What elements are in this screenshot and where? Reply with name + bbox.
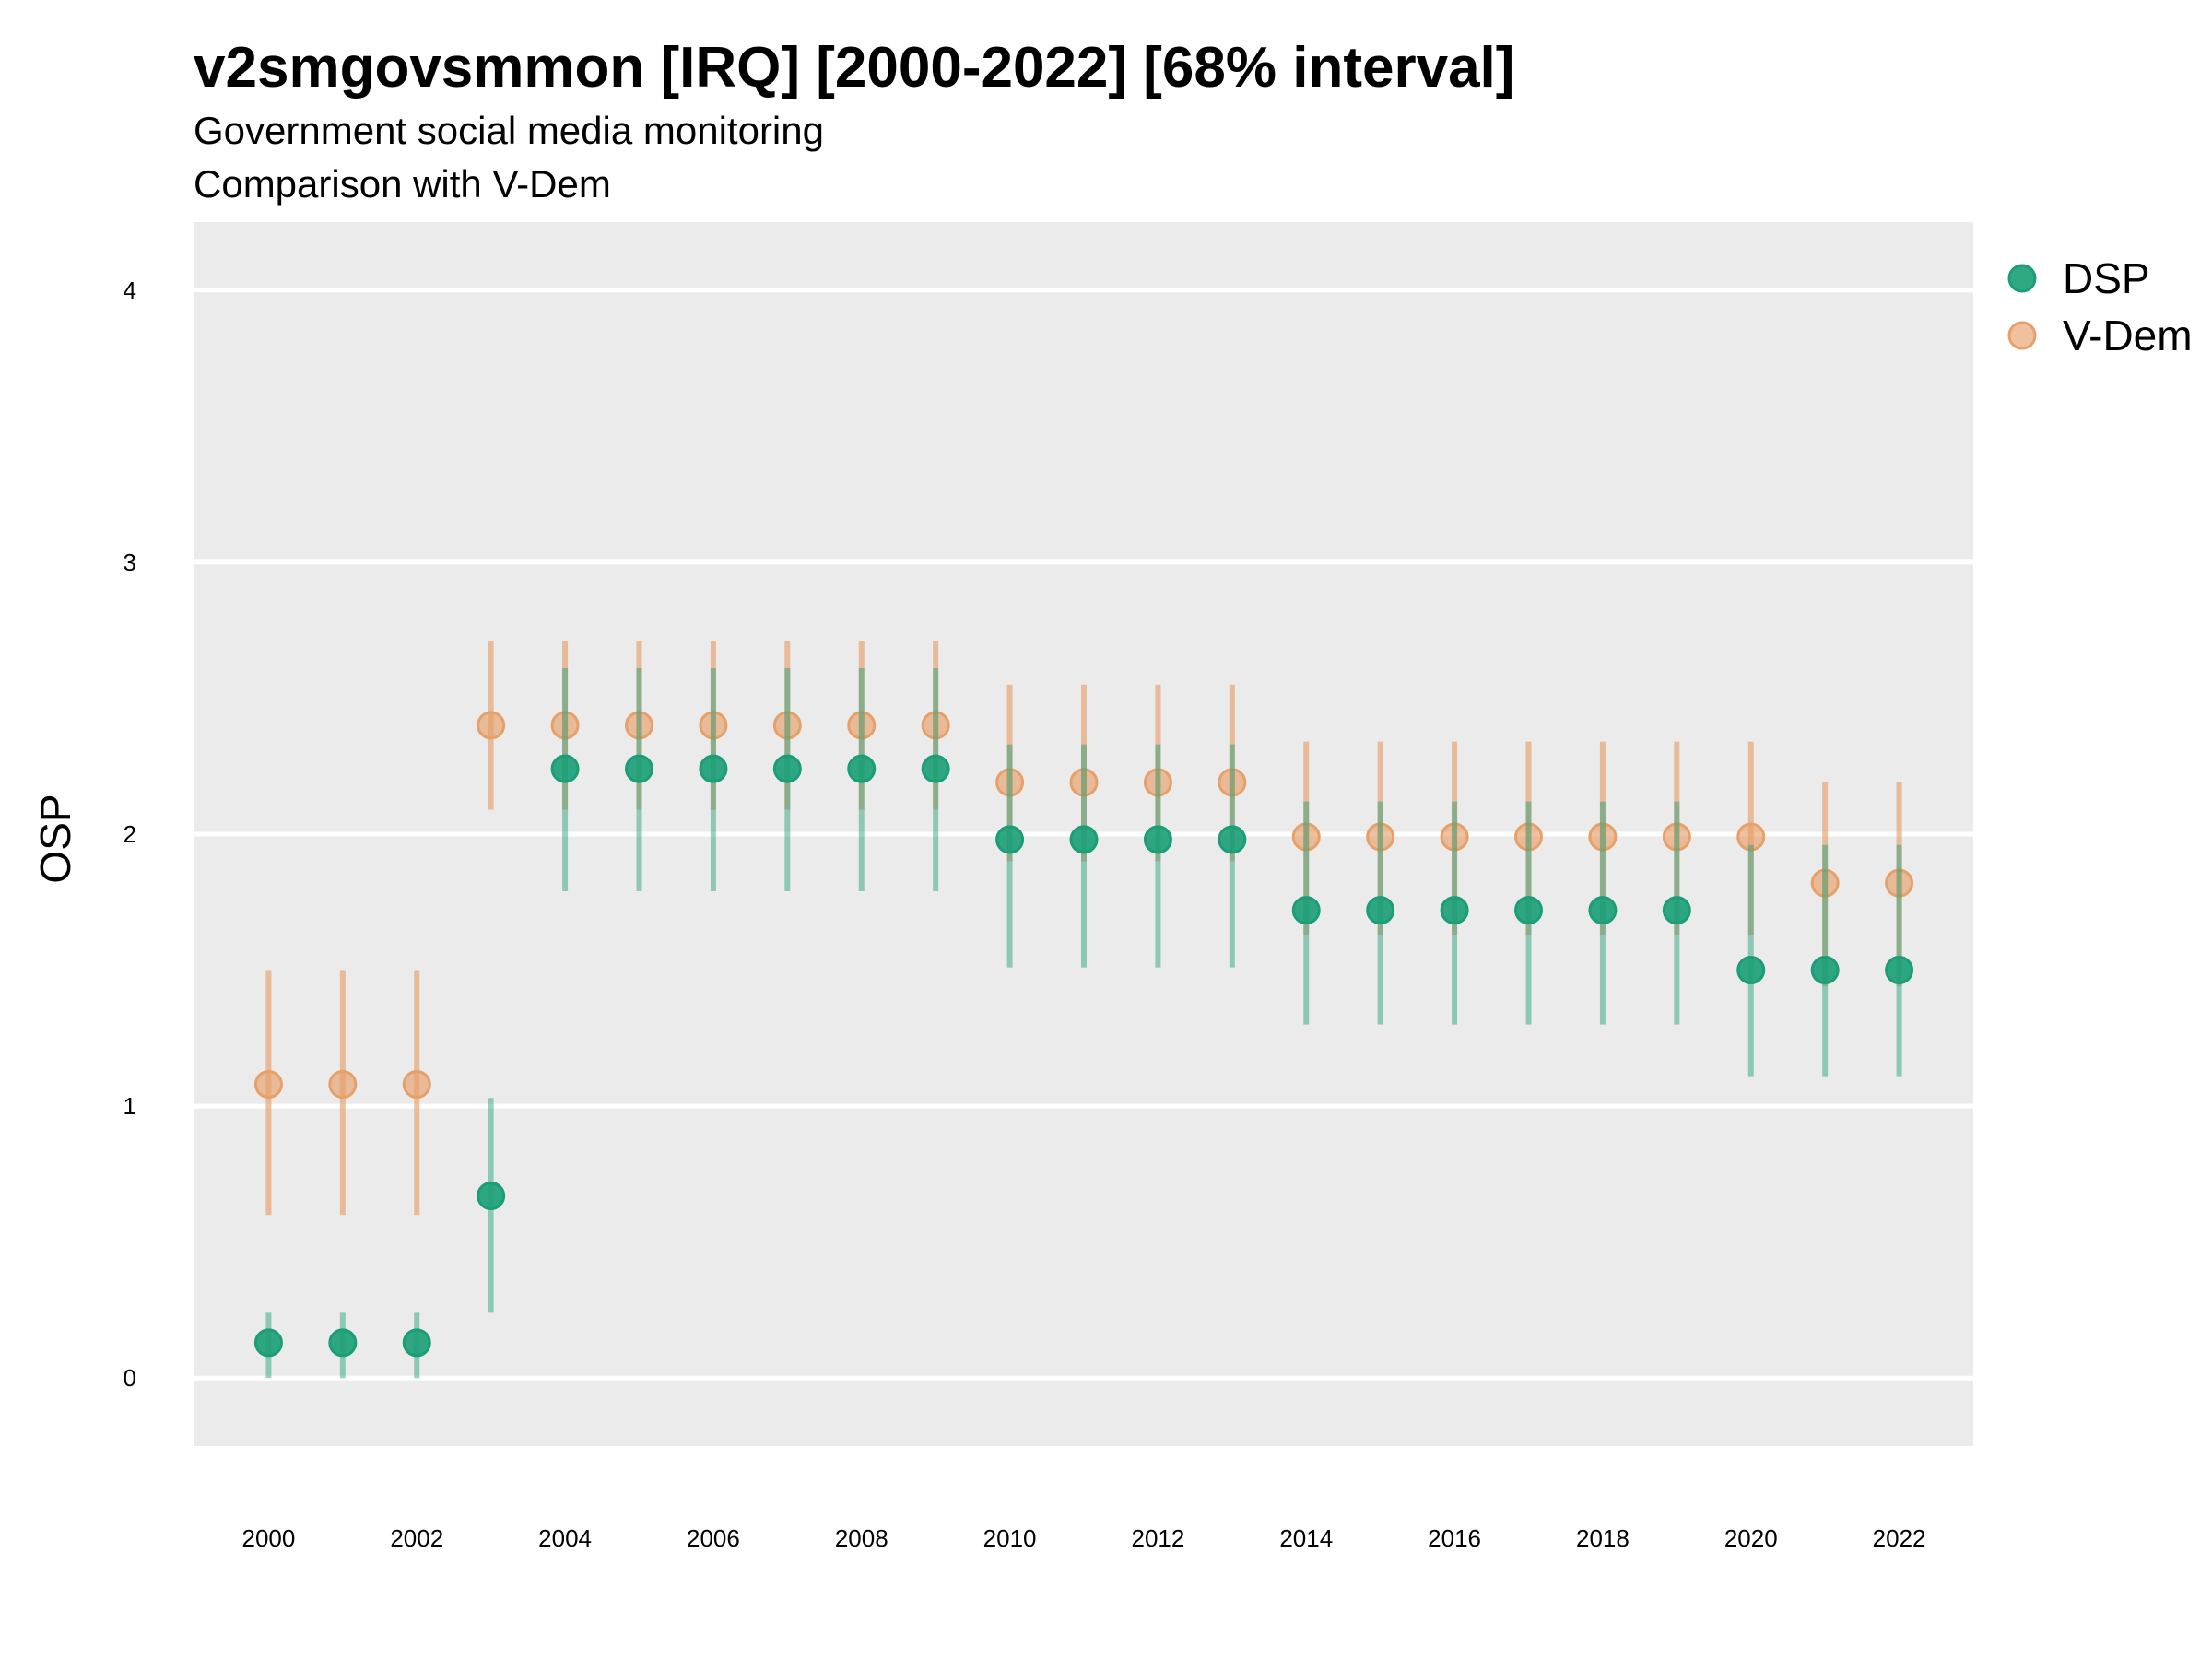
data-point-v-dem: [477, 711, 506, 740]
x-tick-label: 2014: [1279, 1524, 1333, 1552]
x-tick-label: 2012: [1131, 1524, 1184, 1552]
y-tick-label: 2: [124, 820, 136, 848]
data-point-v-dem: [402, 1070, 431, 1100]
x-tick-label: 2002: [390, 1524, 443, 1552]
data-point-v-dem: [1440, 822, 1469, 852]
legend-label-dsp: DSP: [2063, 254, 2150, 302]
x-tick-label: 2000: [241, 1524, 295, 1552]
data-point-dsp: [1440, 896, 1469, 925]
data-point-v-dem: [328, 1070, 358, 1100]
data-point-dsp: [772, 754, 802, 783]
data-point-dsp: [1662, 896, 1691, 925]
data-point-dsp: [1588, 896, 1618, 925]
x-tick-label: 2018: [1576, 1524, 1630, 1552]
chart-subtitle-comparison: Comparison with V-Dem: [194, 162, 611, 206]
data-point-v-dem: [1291, 822, 1321, 852]
data-point-dsp: [1514, 896, 1543, 925]
data-point-v-dem: [253, 1070, 283, 1100]
data-point-dsp: [1736, 956, 1766, 985]
data-point-dsp: [1885, 956, 1914, 985]
data-point-v-dem: [921, 711, 950, 740]
data-point-dsp: [625, 754, 653, 783]
data-point-v-dem: [1143, 768, 1172, 797]
data-point-v-dem: [847, 711, 877, 740]
data-point-dsp: [550, 754, 580, 783]
y-tick-label: 3: [124, 548, 136, 576]
data-point-v-dem: [1218, 768, 1247, 797]
x-axis-ticks: 2000 2002 2004 2006 2008 2010 2012 2014 2016 2018…: [241, 1524, 1925, 1552]
data-point-v-dem: [625, 711, 653, 740]
data-point-v-dem: [1736, 822, 1766, 852]
chart-subtitle: Government social media monitoring: [194, 109, 824, 152]
data-point-v-dem: [1069, 768, 1099, 797]
x-tick-label: 2004: [538, 1524, 592, 1552]
x-tick-label: 2010: [983, 1524, 1037, 1552]
data-point-dsp: [1143, 825, 1172, 854]
data-point-v-dem: [772, 711, 802, 740]
data-point-dsp: [1366, 896, 1395, 925]
data-point-v-dem: [1885, 868, 1914, 898]
series-dsp: [253, 667, 1914, 1379]
data-point-v-dem: [1810, 868, 1840, 898]
data-point-dsp: [477, 1181, 506, 1210]
x-tick-label: 2006: [687, 1524, 740, 1552]
data-point-v-dem: [995, 768, 1025, 797]
data-point-v-dem: [1588, 822, 1618, 852]
x-tick-label: 2020: [1724, 1524, 1778, 1552]
y-tick-label: 4: [124, 276, 136, 304]
data-point-v-dem: [1366, 822, 1395, 852]
series-v-dem: [253, 641, 1914, 1216]
data-point-dsp: [1291, 896, 1321, 925]
series-layer: [253, 641, 1914, 1379]
y-tick-label: 0: [124, 1364, 136, 1392]
y-tick-label: 1: [124, 1092, 136, 1120]
data-point-dsp: [253, 1328, 283, 1358]
x-tick-label: 2016: [1428, 1524, 1481, 1552]
data-point-dsp: [1218, 825, 1247, 854]
x-tick-label: 2022: [1873, 1524, 1926, 1552]
data-point-dsp: [1810, 956, 1840, 985]
data-point-v-dem: [699, 711, 728, 740]
data-point-dsp: [1069, 825, 1099, 854]
x-tick-label: 2008: [835, 1524, 888, 1552]
data-point-dsp: [699, 754, 728, 783]
legend: DSP V-Dem: [2007, 254, 2193, 359]
data-point-v-dem: [1662, 822, 1691, 852]
data-point-dsp: [995, 825, 1025, 854]
chart-title: v2smgovsmmon [IRQ] [2000-2022] [68% inte…: [194, 36, 1515, 100]
y-axis-ticks: 0 1 2 3 4: [124, 276, 136, 1392]
data-point-dsp: [847, 754, 877, 783]
data-point-v-dem: [1514, 822, 1543, 852]
legend-label-v-dem: V-Dem: [2063, 312, 2193, 359]
data-point-dsp: [328, 1328, 358, 1358]
legend-key-v-dem: [2007, 321, 2037, 350]
data-point-v-dem: [550, 711, 580, 740]
data-point-dsp: [402, 1328, 431, 1358]
data-point-dsp: [921, 754, 950, 783]
legend-key-dsp: [2007, 264, 2037, 293]
